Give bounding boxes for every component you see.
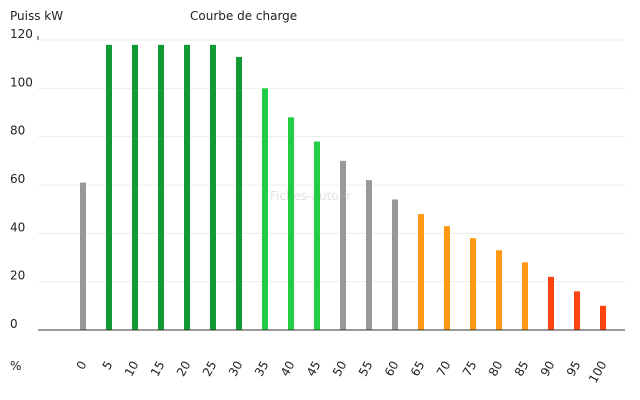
x-tick-label: 80	[486, 359, 506, 379]
bar-40	[288, 117, 294, 330]
bar-20	[184, 44, 190, 330]
x-tick-label: 15	[148, 359, 168, 379]
x-tick-label: 65	[408, 359, 428, 379]
bar-75	[470, 238, 476, 330]
x-tick-label: 20	[174, 359, 194, 379]
x-tick-label: 25	[200, 359, 220, 379]
bar-95	[574, 291, 580, 330]
x-tick-label: 75	[460, 359, 480, 379]
y-tick-labels: 0 20 40 60 80 100 120	[10, 27, 33, 331]
watermark: Fiches-auto.fr	[270, 189, 351, 203]
bar-90	[548, 276, 554, 330]
bar-35	[262, 88, 268, 330]
chart-title: Courbe de charge	[190, 9, 297, 23]
bar-65	[418, 214, 424, 330]
bar-0	[80, 182, 86, 330]
grid-lines	[38, 39, 625, 283]
x-tick-label: 45	[304, 359, 324, 379]
y-tick-label: 40	[10, 220, 25, 234]
bar-55	[366, 180, 372, 330]
x-tick-label: 60	[382, 359, 402, 379]
y-tick-label: 120	[10, 27, 33, 41]
x-tick-label: 70	[434, 359, 454, 379]
x-tick-label: 95	[564, 359, 584, 379]
bar-25	[210, 44, 216, 330]
bar-15	[158, 44, 164, 330]
bar-30	[236, 56, 242, 331]
x-axis-label: %	[10, 359, 21, 373]
bar-10	[132, 44, 138, 330]
bar-5	[106, 44, 112, 330]
bar-70	[444, 226, 450, 330]
y-tick-label: 60	[10, 172, 25, 186]
y-tick-label: 80	[10, 124, 25, 138]
bars	[80, 44, 606, 331]
x-tick-label: 50	[330, 359, 350, 379]
x-tick-label: 0	[74, 359, 90, 373]
bar-80	[496, 250, 502, 330]
x-tick-label: 10	[122, 359, 142, 379]
bar-85	[522, 262, 528, 330]
bar-50	[340, 160, 346, 330]
y-tick-label: 20	[10, 269, 25, 283]
y-axis-label: Puiss kW	[10, 9, 63, 23]
x-tick-label: 100	[586, 359, 610, 386]
x-tick-label: 90	[538, 359, 558, 379]
x-tick-label: 55	[356, 359, 376, 379]
bar-60	[392, 199, 398, 330]
x-tick-label: 40	[278, 359, 298, 379]
y-tick-label: 100	[10, 75, 33, 89]
x-tick-label: 30	[226, 359, 246, 379]
bar-45	[314, 141, 320, 330]
x-tick-label: 5	[100, 359, 116, 373]
x-tick-label: 85	[512, 359, 532, 379]
bar-100	[600, 305, 606, 330]
x-tick-label: 35	[252, 359, 272, 379]
x-tick-labels: 0 5 10 15 20 25 30 35 40 45 50 55 60 65 70 75 80 85 90 95 10…	[74, 359, 610, 386]
y-tick-label: 0	[10, 317, 18, 331]
